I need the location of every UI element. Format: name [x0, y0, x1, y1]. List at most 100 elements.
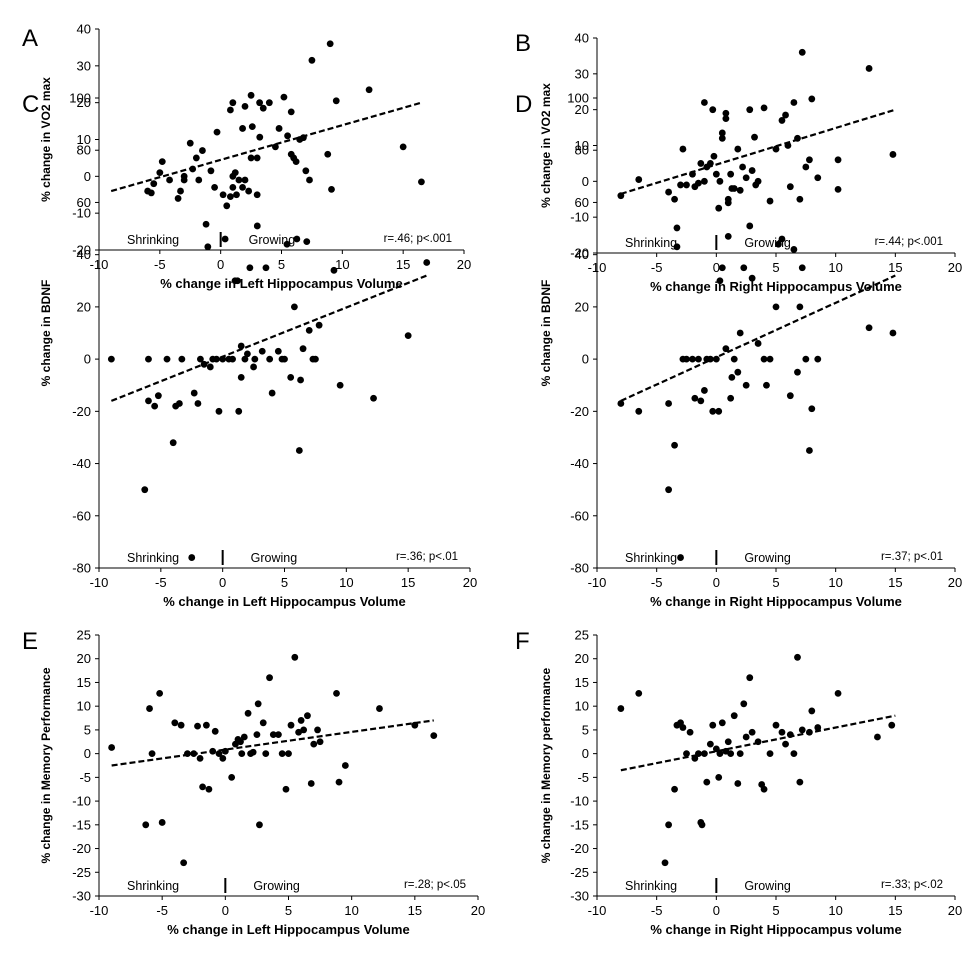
data-point [679, 724, 687, 731]
data-point [293, 235, 301, 243]
data-point [683, 750, 690, 758]
data-point [404, 332, 412, 340]
y-tick-label: -5 [79, 770, 91, 785]
data-point [794, 653, 801, 661]
data-point [802, 355, 810, 363]
x-tick-label: 0 [219, 575, 226, 590]
data-point [269, 731, 277, 739]
y-tick-label: 0 [84, 746, 91, 761]
data-point [333, 689, 340, 697]
data-point [760, 785, 768, 793]
data-point [303, 238, 311, 246]
data-point [774, 240, 782, 248]
data-point [766, 197, 774, 205]
data-point [701, 177, 708, 185]
data-point [665, 188, 672, 196]
y-tick-label: -25 [570, 865, 589, 880]
data-point [736, 329, 744, 337]
data-point [665, 486, 672, 494]
data-point [679, 145, 687, 153]
data-point [695, 355, 702, 363]
data-point [147, 189, 155, 197]
data-point [727, 394, 735, 402]
x-tick-label: 10 [335, 257, 349, 272]
data-point [691, 754, 699, 762]
growing-label: Growing [253, 879, 300, 893]
data-point [188, 554, 196, 561]
data-point [307, 780, 315, 787]
data-point [673, 224, 681, 232]
data-point [249, 748, 257, 756]
data-point [332, 97, 340, 105]
data-point [163, 355, 171, 363]
y-tick-label: 20 [575, 651, 589, 666]
x-tick-label: -10 [90, 575, 109, 590]
data-point [796, 195, 804, 203]
trend-line [620, 274, 896, 402]
correlation-stat: r=.46; p<.001 [384, 233, 452, 245]
data-point [156, 689, 164, 697]
data-point [266, 355, 274, 363]
data-point [399, 143, 407, 151]
data-point [712, 355, 720, 363]
data-point [240, 733, 248, 741]
data-point [315, 321, 323, 329]
data-point [712, 170, 720, 178]
data-point [736, 750, 744, 758]
y-tick-label: 0 [84, 352, 91, 367]
correlation-stat: r=.33; p<.02 [881, 879, 943, 891]
data-point [786, 731, 794, 739]
data-point [754, 738, 762, 746]
data-point [748, 728, 756, 736]
y-tick-label: 60 [575, 195, 589, 210]
y-axis-title: % change in VO2 max [539, 83, 553, 208]
data-point [234, 277, 241, 285]
data-point [306, 176, 313, 184]
data-point [808, 95, 816, 103]
y-tick-label: 80 [575, 143, 589, 158]
data-point [108, 744, 116, 751]
data-point [701, 387, 708, 394]
data-point [251, 355, 259, 363]
y-tick-label: -40 [570, 456, 589, 471]
data-point [772, 145, 780, 153]
x-axis-title: % change in Right Hippocampus Volume [650, 594, 902, 609]
data-point [778, 117, 786, 124]
data-point [727, 170, 735, 178]
data-point [751, 133, 758, 141]
data-point [292, 158, 300, 166]
data-point [430, 732, 438, 740]
data-point [221, 235, 229, 243]
x-tick-label: -10 [588, 903, 607, 918]
trend-line [620, 108, 896, 195]
shrinking-label: Shrinking [625, 551, 677, 565]
data-point [199, 147, 206, 154]
y-tick-label: 80 [77, 143, 91, 158]
data-point [796, 778, 804, 786]
x-tick-label: 5 [772, 575, 779, 590]
x-tick-label: 20 [457, 257, 471, 272]
data-point [778, 728, 786, 736]
data-point [661, 859, 669, 867]
data-point [677, 554, 684, 561]
data-point [794, 134, 801, 142]
data-point [790, 99, 798, 106]
data-point [746, 674, 754, 682]
data-point [304, 712, 311, 720]
y-tick-label: 20 [77, 651, 91, 666]
data-point [889, 151, 897, 158]
data-point [268, 389, 276, 397]
data-point [237, 373, 245, 381]
data-point [253, 731, 261, 739]
x-tick-label: 20 [948, 575, 962, 590]
data-point [233, 191, 240, 199]
data-point [635, 176, 643, 183]
shrinking-label: Shrinking [127, 551, 179, 565]
data-point [272, 143, 279, 151]
x-axis-title: % change in Left Hippocampus Volume [163, 594, 405, 609]
y-tick-label: -80 [72, 561, 91, 576]
x-tick-label: 10 [339, 575, 353, 590]
data-point [722, 115, 730, 123]
data-point [223, 202, 231, 210]
